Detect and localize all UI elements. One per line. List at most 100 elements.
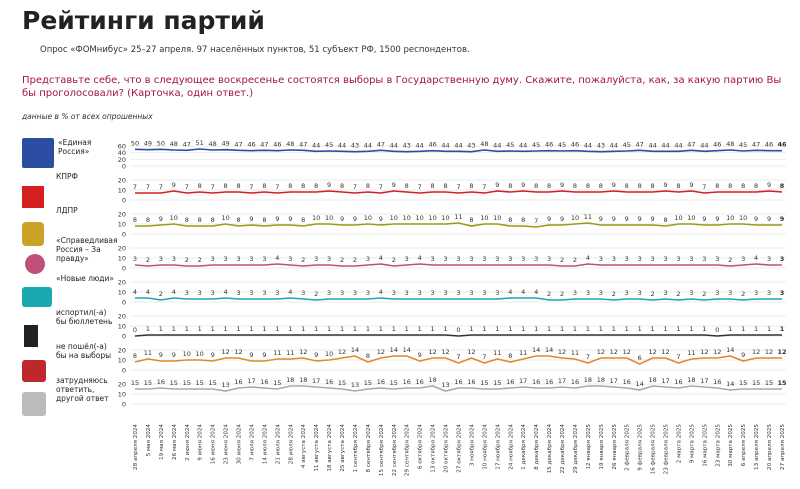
value-label: 11 bbox=[286, 349, 294, 357]
value-label: 4 bbox=[754, 254, 758, 262]
panel-label: «Единая Россия» bbox=[58, 138, 92, 156]
value-label: 1 bbox=[211, 325, 215, 333]
value-label: 1 bbox=[469, 325, 473, 333]
value-label: 16 bbox=[623, 378, 631, 386]
value-label: 17 bbox=[610, 377, 618, 385]
value-label: 3 bbox=[224, 255, 228, 263]
value-label: 3 bbox=[185, 289, 189, 297]
value-label: 47 bbox=[183, 140, 191, 148]
value-label: 7 bbox=[249, 183, 253, 191]
value-label: 1 bbox=[767, 325, 771, 333]
value-label: 3 bbox=[366, 289, 370, 297]
value-label: 8 bbox=[469, 182, 473, 190]
value-label: 8 bbox=[301, 216, 305, 224]
value-label: 3 bbox=[262, 255, 266, 263]
y-tick-label: 60 bbox=[118, 143, 126, 151]
value-label: 18 bbox=[648, 376, 656, 384]
value-label: 1 bbox=[301, 325, 305, 333]
value-label: 3 bbox=[443, 255, 447, 263]
y-tick-label: 10 bbox=[118, 323, 126, 331]
value-label: 18 bbox=[428, 376, 436, 384]
value-label: 8 bbox=[521, 216, 525, 224]
value-label: 3 bbox=[625, 255, 629, 263]
value-label: 1 bbox=[663, 325, 667, 333]
value-label: 12 bbox=[597, 348, 605, 356]
value-label: 12 bbox=[777, 348, 786, 356]
x-tick-label: 21 июля 2024 bbox=[275, 424, 281, 465]
value-label: 1 bbox=[651, 325, 655, 333]
value-label: 10 bbox=[416, 214, 424, 222]
value-label: 4 bbox=[379, 254, 383, 262]
value-label: 3 bbox=[728, 289, 732, 297]
x-tick-label: 27 апреля 2025 bbox=[780, 424, 786, 470]
value-label: 2 bbox=[651, 290, 655, 298]
value-label: 12 bbox=[428, 348, 436, 356]
value-label: 8 bbox=[224, 182, 228, 190]
value-label: 7 bbox=[534, 217, 538, 225]
value-label: 9 bbox=[612, 215, 616, 223]
x-tick-label: 9 февраля 2025 bbox=[638, 424, 644, 471]
value-label: 9 bbox=[767, 215, 771, 223]
value-label: 48 bbox=[286, 140, 294, 148]
value-label: 3 bbox=[456, 289, 460, 297]
value-label: 3 bbox=[249, 289, 253, 297]
value-label: 12 bbox=[623, 348, 631, 356]
value-label: 10 bbox=[390, 214, 398, 222]
x-tick-label: 24 ноября 2024 bbox=[508, 424, 514, 470]
value-label: 1 bbox=[728, 325, 732, 333]
value-label: 10 bbox=[325, 350, 333, 358]
value-label: 6 bbox=[638, 354, 642, 362]
value-label: 8 bbox=[288, 182, 292, 190]
value-label: 3 bbox=[599, 255, 603, 263]
value-label: 1 bbox=[534, 325, 538, 333]
value-label: 1 bbox=[236, 325, 240, 333]
value-label: 9 bbox=[262, 351, 266, 359]
value-label: 16 bbox=[377, 378, 385, 386]
value-label: 43 bbox=[403, 142, 411, 150]
value-label: 12 bbox=[234, 348, 242, 356]
x-tick-label: 23 марта 2025 bbox=[715, 424, 721, 467]
value-label: 46 bbox=[713, 141, 721, 149]
value-label: 16 bbox=[467, 378, 475, 386]
value-label: 3 bbox=[676, 255, 680, 263]
value-label: 3 bbox=[715, 255, 719, 263]
x-tick-label: 13 октября 2024 bbox=[431, 424, 437, 473]
value-label: 12 bbox=[377, 348, 385, 356]
value-label: 1 bbox=[638, 325, 642, 333]
value-label: 16 bbox=[674, 378, 682, 386]
icon bbox=[22, 186, 44, 208]
value-label: 3 bbox=[418, 289, 422, 297]
value-label: 8 bbox=[314, 182, 318, 190]
y-tick-label: 20 bbox=[118, 156, 126, 164]
value-label: 7 bbox=[211, 183, 215, 191]
value-label: 8 bbox=[431, 182, 435, 190]
value-label: 3 bbox=[638, 255, 642, 263]
value-label: 3 bbox=[651, 255, 655, 263]
value-label: 51 bbox=[196, 139, 204, 147]
x-tick-label: 26 января 2025 bbox=[612, 424, 618, 470]
value-label: 44 bbox=[610, 141, 618, 149]
value-label: 49 bbox=[144, 140, 152, 148]
value-label: 12 bbox=[752, 348, 760, 356]
value-label: 44 bbox=[364, 141, 372, 149]
x-tick-label: 17 ноября 2024 bbox=[495, 424, 501, 470]
value-label: 15 bbox=[364, 379, 372, 387]
value-label: 8 bbox=[133, 352, 137, 360]
question: Представьте себе, что в следующее воскре… bbox=[22, 75, 782, 99]
icon bbox=[22, 287, 52, 307]
value-label: 1 bbox=[508, 325, 512, 333]
x-tick-label: 27 октября 2024 bbox=[457, 424, 463, 473]
value-label: 7 bbox=[159, 183, 163, 191]
value-label: 12 bbox=[299, 348, 307, 356]
value-label: 3 bbox=[767, 255, 771, 263]
value-label: 1 bbox=[198, 325, 202, 333]
series-line bbox=[135, 297, 782, 301]
value-label: 3 bbox=[586, 289, 590, 297]
value-label: 15 bbox=[131, 379, 139, 387]
value-label: 3 bbox=[353, 289, 357, 297]
value-label: 7 bbox=[482, 183, 486, 191]
value-label: 15 bbox=[144, 379, 152, 387]
value-label: 10 bbox=[441, 214, 449, 222]
value-label: 3 bbox=[262, 289, 266, 297]
value-label: 1 bbox=[599, 325, 603, 333]
